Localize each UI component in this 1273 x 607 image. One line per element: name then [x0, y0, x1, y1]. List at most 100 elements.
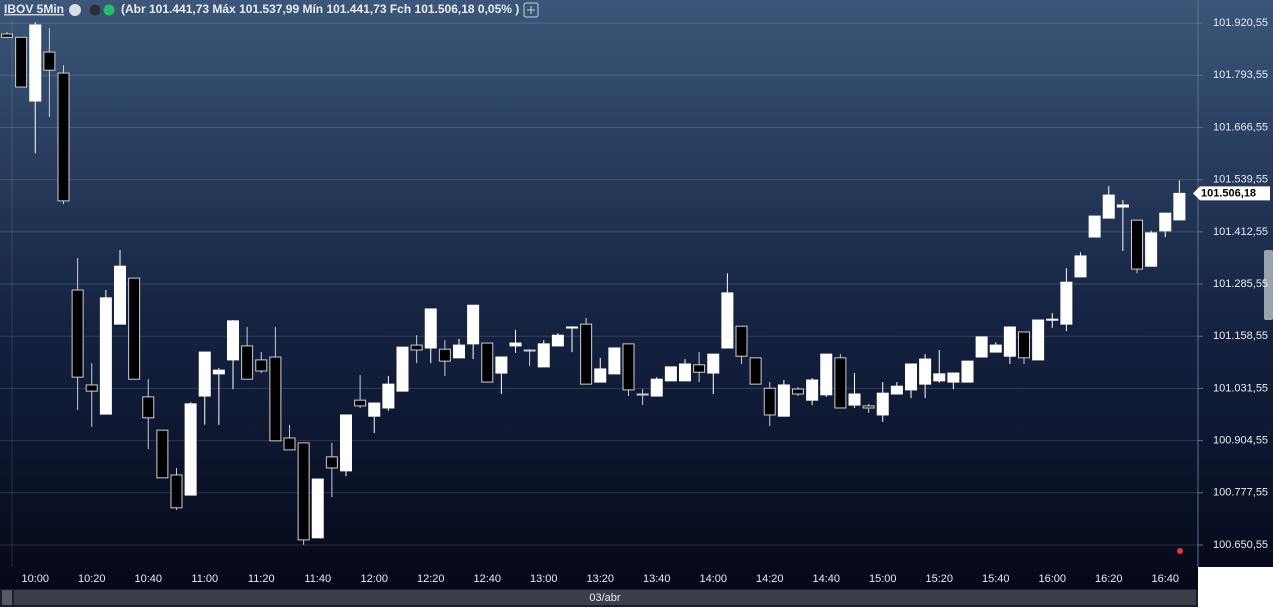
- status-dot: [1177, 548, 1183, 554]
- candle-body: [834, 357, 847, 409]
- candle-body: [1032, 319, 1045, 361]
- candle-body: [862, 405, 875, 409]
- price-tag: [1193, 186, 1270, 201]
- candle-body: [15, 36, 28, 88]
- candle-body: [763, 387, 776, 416]
- candle-body: [43, 51, 56, 71]
- candle-body: [622, 343, 635, 391]
- candle-body: [311, 478, 324, 539]
- x-tick-label: 11:00: [191, 573, 218, 585]
- candle-body: [156, 429, 169, 479]
- y-tick-label: 100.904,55: [1213, 435, 1268, 447]
- candle-body: [933, 373, 946, 382]
- candle-body: [297, 442, 310, 541]
- candle-body: [919, 358, 932, 385]
- ohlc-info: (Abr 101.441,73 Máx 101.537,99 Mín 101.4…: [121, 2, 519, 16]
- candle-body: [989, 344, 1002, 353]
- x-tick-label: 11:20: [248, 573, 275, 585]
- background: [0, 0, 1273, 589]
- candle-body: [1074, 255, 1087, 278]
- icon[interactable]: [69, 4, 81, 16]
- candle-body: [566, 326, 578, 329]
- x-tick-label: 15:40: [982, 573, 1010, 585]
- candle-body: [890, 385, 903, 395]
- price-label: 101.506,18: [1201, 187, 1256, 199]
- candle-body: [396, 346, 409, 392]
- candle-body: [495, 356, 508, 374]
- icon[interactable]: [89, 4, 101, 16]
- candle-body: [1088, 215, 1101, 238]
- add-button[interactable]: [523, 2, 539, 18]
- candle-body: [876, 392, 889, 416]
- candle-body: [85, 384, 98, 392]
- scroll-thumb[interactable]: [14, 590, 1196, 605]
- candle-body: [636, 393, 649, 396]
- candle-body: [594, 368, 607, 383]
- scroll-left[interactable]: [2, 590, 12, 605]
- candle-body: [947, 372, 960, 383]
- candle-body: [523, 349, 536, 352]
- candle-body: [848, 393, 861, 406]
- candle-body: [241, 345, 254, 380]
- candle-body: [467, 304, 480, 345]
- candle-body: [664, 366, 677, 382]
- candle-body: [212, 369, 225, 375]
- candle-body: [580, 323, 593, 385]
- y-tick-label: 100.650,55: [1213, 539, 1268, 551]
- candle-body: [806, 379, 819, 401]
- candle-body: [142, 396, 155, 419]
- x-tick-label: 15:00: [869, 573, 897, 585]
- candle-body: [1046, 318, 1059, 321]
- candle-body: [453, 344, 465, 359]
- x-tick-label: 12:00: [360, 573, 388, 585]
- y-tick-label: 101.539,55: [1213, 174, 1268, 186]
- candle-body: [721, 292, 734, 349]
- x-tick-label: 15:20: [925, 573, 953, 585]
- y-tick-label: 100.777,55: [1213, 487, 1268, 499]
- x-tick-label: 13:00: [530, 573, 558, 585]
- x-tick-label: 16:00: [1038, 573, 1066, 585]
- grid: [0, 22, 1198, 546]
- candle-body: [1145, 232, 1158, 267]
- y-tick-label: 101.158,55: [1213, 330, 1268, 342]
- candle-body: [1102, 194, 1115, 219]
- candle-body: [354, 399, 367, 407]
- y-tick-label: 101.793,55: [1213, 69, 1268, 81]
- x-tick-label: 16:20: [1095, 573, 1123, 585]
- candle-body: [438, 348, 451, 362]
- candle-body: [71, 289, 84, 378]
- candle-body: [777, 384, 790, 417]
- candle-body: [382, 383, 395, 409]
- y-tick-label: 101.666,55: [1213, 121, 1268, 133]
- x-tick-label: 10:40: [134, 573, 162, 585]
- candle-body: [283, 437, 296, 451]
- candle-body: [749, 357, 762, 385]
- ticker[interactable]: IBOV 5Min: [4, 2, 64, 16]
- x-tick-label: 13:40: [643, 573, 671, 585]
- y-tick-label: 101.031,55: [1213, 382, 1268, 394]
- x-tick-label: 14:20: [756, 573, 784, 585]
- candle-body: [679, 363, 691, 382]
- add-icon: [527, 6, 535, 14]
- candle-body: [975, 336, 988, 358]
- header: IBOV 5Min (Abr 101.441,73 Máx 101.537,99…: [4, 2, 539, 18]
- candle-body: [693, 364, 706, 373]
- candle-body: [509, 342, 522, 347]
- x-tick-label: 10:20: [78, 573, 106, 585]
- candle-body: [424, 308, 437, 349]
- candle-body: [1018, 331, 1030, 359]
- candle-body: [128, 277, 141, 380]
- candle-body: [340, 414, 352, 472]
- candle-body: [325, 456, 338, 469]
- y-tick-label: 101.412,55: [1213, 226, 1268, 238]
- status-icon: [103, 4, 115, 16]
- scale-handle[interactable]: [1264, 250, 1273, 320]
- x-tick-label: 13:20: [586, 573, 614, 585]
- x-tick-label: 14:40: [812, 573, 840, 585]
- x-tick-label: 12:20: [417, 573, 445, 585]
- candle-body: [481, 342, 494, 383]
- x-tick-label: 14:00: [699, 573, 727, 585]
- candle-body: [961, 360, 974, 383]
